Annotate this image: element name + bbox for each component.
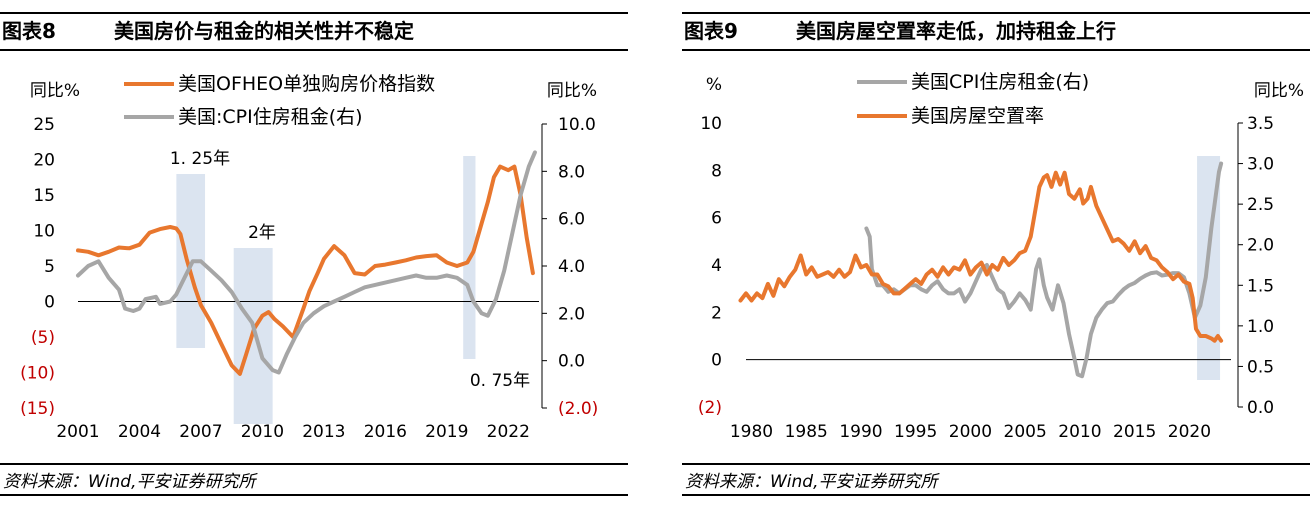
y-left-tick-label: 6 — [711, 209, 722, 229]
bottom-rule — [682, 494, 1310, 496]
x-tick-label: 2001 — [56, 422, 99, 442]
y-left-tick-label: 4 — [711, 256, 722, 276]
y-right-tick-label: 8.0 — [558, 162, 585, 182]
legend-label: 美国房屋空置率 — [911, 105, 1044, 127]
bottom-rule — [0, 494, 628, 496]
x-tick-label: 2005 — [1004, 422, 1047, 442]
x-tick-label: 1985 — [785, 422, 828, 442]
chart-panel-right: 图表9 美国房屋空置率走低，加持租金上行 10 8 6 4 2 0 (2) 3.5 3.0 2.5… — [682, 0, 1310, 512]
source-note: 资料来源：Wind,平安证券研究所 — [3, 472, 256, 492]
x-tick-label: 2007 — [179, 422, 222, 442]
x-tick-label: 2013 — [302, 422, 345, 442]
figure-number: 图表8 — [2, 19, 56, 43]
x-tick-label: 1990 — [839, 422, 882, 442]
figure-title: 美国房屋空置率走低，加持租金上行 — [796, 19, 1116, 43]
y-right-tick-label: 0.0 — [1247, 398, 1274, 418]
y-left-tick-label: (10) — [20, 364, 55, 384]
y-right-unit: 同比% — [1254, 81, 1304, 101]
y-left-tick-label: 10 — [700, 114, 722, 134]
y-right-tick-label: 0.5 — [1247, 357, 1274, 377]
x-tick-label: 2010 — [1058, 422, 1101, 442]
y-left-unit: % — [706, 75, 722, 95]
x-tick-label: 2022 — [487, 422, 530, 442]
period-label: 2年 — [248, 223, 276, 243]
series-line — [738, 170, 1224, 343]
y-left-tick-label: 10 — [33, 222, 55, 242]
x-tick-label: 2010 — [241, 422, 284, 442]
y-left-tick-label: (15) — [20, 399, 55, 419]
y-right-tick-label: 10.0 — [558, 115, 596, 135]
y-right-tick-label: 2.5 — [1247, 195, 1274, 215]
heading-rule — [0, 49, 628, 51]
y-left-tick-label: 8 — [711, 161, 722, 181]
x-tick-label: 2004 — [118, 422, 161, 442]
legend-label: 美国CPI住房租金(右) — [911, 71, 1089, 93]
y-left-tick-label: 20 — [33, 151, 55, 171]
y-left-tick-label: 15 — [33, 186, 55, 206]
x-tick-label: 2019 — [425, 422, 468, 442]
top-rule — [0, 12, 628, 14]
chart-panel-left: 图表8 美国房价与租金的相关性并不稳定 1. 25年 2年 0. 75年 25 20 15… — [0, 0, 628, 512]
x-tick-label: 2020 — [1168, 422, 1211, 442]
legend-label: 美国OFHEO单独购房价格指数 — [178, 73, 435, 95]
period-label: 1. 25年 — [170, 149, 230, 169]
y-right-tick-label: 1.5 — [1247, 276, 1274, 296]
period-label: 0. 75年 — [470, 371, 530, 391]
line-chart: 1. 25年 2年 0. 75年 25 20 15 10 5 0 (5) (10) (15) 10.0 8… — [20, 73, 598, 442]
x-tick-label: 1995 — [894, 422, 937, 442]
figure-title: 美国房价与租金的相关性并不稳定 — [114, 19, 414, 43]
y-right-tick-label: 4.0 — [558, 257, 585, 277]
source-note: 资料来源：Wind,平安证券研究所 — [685, 472, 938, 492]
y-right-tick-label: 0.0 — [558, 352, 585, 372]
y-right-tick-label: 1.0 — [1247, 317, 1274, 337]
x-tick-label: 1980 — [730, 422, 773, 442]
y-right-tick-label: 6.0 — [558, 210, 585, 230]
heading-rule — [682, 49, 1310, 51]
x-tick-label: 2015 — [1113, 422, 1156, 442]
source-rule — [0, 463, 628, 465]
y-left-tick-label: 25 — [33, 115, 55, 135]
legend-label: 美国:CPI住房租金(右) — [178, 106, 363, 128]
source-rule — [682, 463, 1310, 465]
y-right-tick-label: 2.0 — [1247, 236, 1274, 256]
y-left-tick-label: 0 — [711, 351, 722, 371]
y-right-unit: 同比% — [547, 81, 597, 101]
y-left-tick-label: 0 — [44, 293, 55, 313]
series-line — [76, 150, 537, 375]
y-left-tick-label: (5) — [31, 328, 55, 348]
y-left-tick-label: (2) — [698, 398, 722, 418]
line-chart: 10 8 6 4 2 0 (2) 3.5 3.0 2.5 2.0 1.5 1.0 0.5 0.0% 同比% 19… — [698, 71, 1304, 442]
x-tick-label: 2000 — [949, 422, 992, 442]
y-right-tick-label: (2.0) — [558, 399, 598, 419]
y-left-tick-label: 5 — [44, 257, 55, 277]
series-line — [864, 161, 1224, 379]
y-right-tick-label: 3.5 — [1247, 114, 1274, 134]
y-right-tick-label: 3.0 — [1247, 155, 1274, 175]
y-left-unit: 同比% — [30, 81, 80, 101]
x-tick-label: 2016 — [364, 422, 407, 442]
top-rule — [682, 12, 1310, 14]
y-right-tick-label: 2.0 — [558, 304, 585, 324]
figure-number: 图表9 — [684, 19, 738, 43]
series-line — [76, 164, 535, 376]
y-left-tick-label: 2 — [711, 303, 722, 323]
